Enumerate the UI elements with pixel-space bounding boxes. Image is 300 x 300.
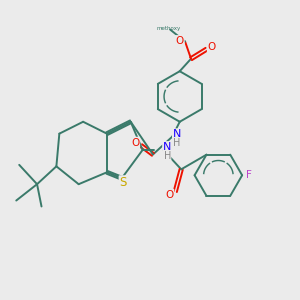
Text: H: H	[164, 151, 171, 161]
Text: H: H	[173, 138, 181, 148]
Text: O: O	[165, 190, 173, 200]
Text: S: S	[120, 176, 127, 189]
Text: O: O	[208, 43, 216, 52]
Text: F: F	[246, 170, 252, 180]
Text: O: O	[131, 138, 139, 148]
Text: N: N	[163, 142, 171, 152]
Text: O: O	[176, 36, 184, 46]
Text: N: N	[173, 129, 181, 139]
Text: methoxy: methoxy	[157, 26, 181, 31]
